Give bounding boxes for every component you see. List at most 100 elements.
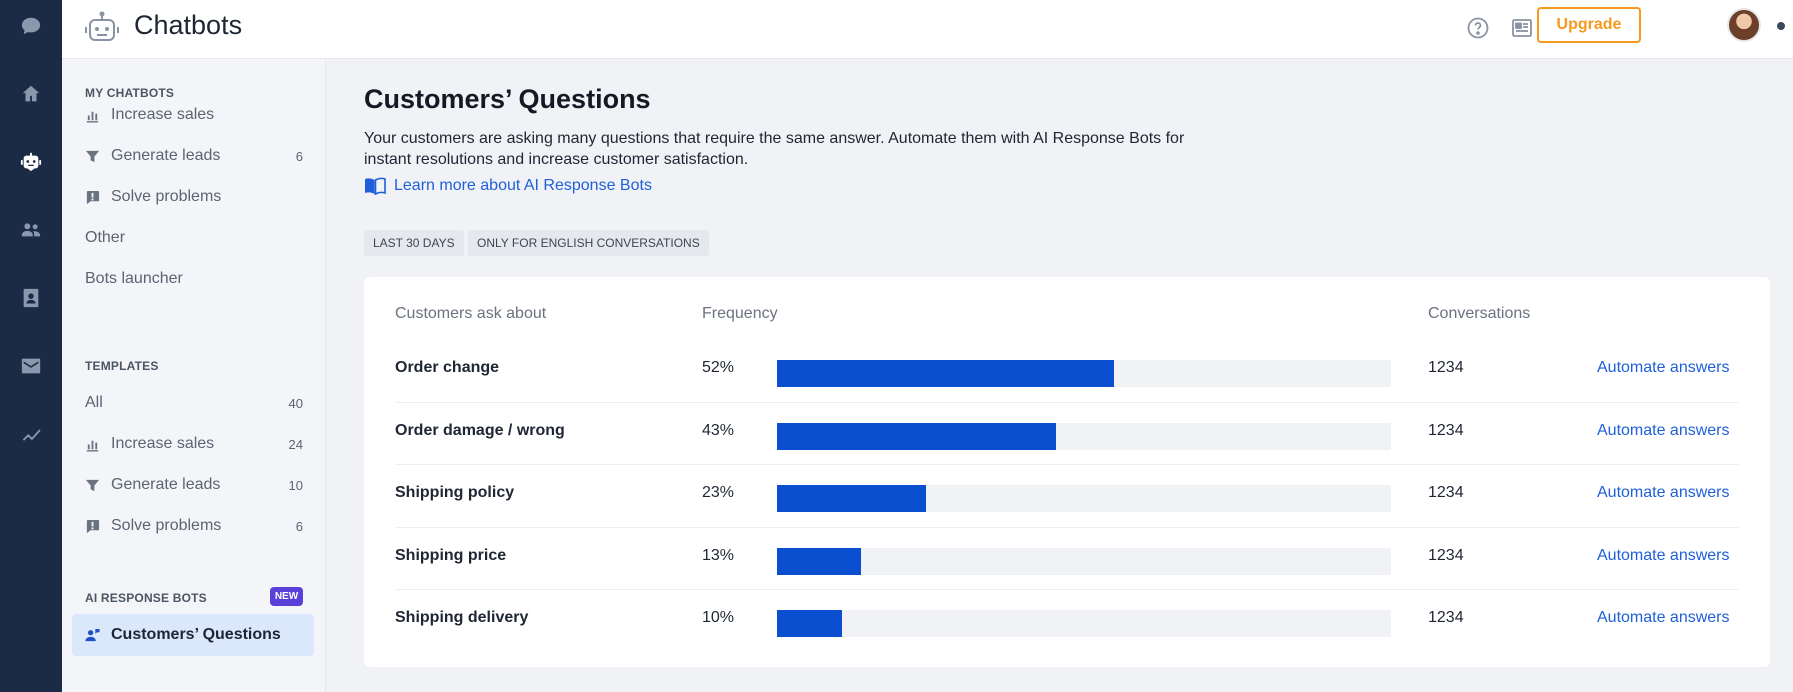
sidebar-item-increase-sales[interactable]: Increase sales: [85, 102, 303, 128]
book-icon: [364, 177, 394, 195]
section-title-templates: TEMPLATES: [85, 359, 159, 373]
sidebar-item-label: All: [85, 394, 103, 411]
top-bar: Chatbots Upgrade: [62, 0, 1793, 59]
sidebar-item-label: Increase sales: [111, 106, 215, 123]
template-item-all[interactable]: All 40: [85, 390, 303, 416]
sidebar-item-label: Solve problems: [111, 517, 222, 534]
avatar[interactable]: [1727, 8, 1761, 42]
table-row: Shipping price 13% 1234 Automate answers: [364, 526, 1770, 589]
chatbot-logo-icon: [84, 10, 120, 46]
sidebar-item-label: Bots launcher: [85, 270, 183, 287]
frequency-bar-track: [777, 360, 1391, 387]
frequency-percent: 43%: [702, 421, 735, 439]
people-icon[interactable]: [0, 210, 62, 250]
table-row: Shipping policy 23% 1234 Automate answers: [364, 464, 1770, 526]
section-title-my-chatbots: MY CHATBOTS: [85, 86, 175, 100]
automate-answers-link[interactable]: Automate answers: [1597, 484, 1730, 501]
icon-rail: [0, 0, 62, 692]
sidebar-item-label: Generate leads: [111, 476, 221, 493]
frequency-percent: 10%: [702, 609, 735, 626]
frequency-bar-fill: [777, 360, 1114, 387]
chat-icon[interactable]: [0, 6, 62, 46]
row-divider: [395, 401, 1739, 403]
page-title: Customers’ Questions: [364, 84, 651, 114]
table-row: Shipping delivery 10% 1234 Automate answers: [364, 589, 1770, 651]
frequency-bar-track: [777, 547, 1391, 575]
sidebar-item-count: 10: [288, 477, 303, 493]
sidebar-item-label: Generate leads: [111, 147, 221, 164]
conversation-count: 1234: [1428, 609, 1464, 626]
user-chat-icon: [85, 627, 101, 643]
column-header-conversations: Conversations: [1428, 305, 1531, 322]
app-title: Chatbots: [134, 10, 243, 40]
bot-icon[interactable]: [0, 142, 62, 182]
template-item-increase-sales[interactable]: Increase sales 24: [85, 431, 303, 457]
status-dot: [1777, 22, 1785, 30]
frequency-percent: 23%: [702, 484, 735, 501]
sales-icon: [85, 436, 101, 452]
help-icon[interactable]: [1466, 16, 1490, 40]
chatbots-sidebar: MY CHATBOTS Increase sales Generate lead…: [62, 59, 326, 692]
sales-icon: [85, 107, 101, 123]
frequency-bar-fill: [777, 485, 926, 512]
sidebar-item-solve-problems[interactable]: Solve problems: [85, 184, 303, 210]
sidebar-item-label: Solve problems: [111, 188, 222, 205]
question-topic: Shipping delivery: [395, 609, 529, 626]
frequency-bar-fill: [777, 610, 842, 637]
conversation-count: 1234: [1428, 546, 1464, 564]
funnel-icon: [85, 148, 101, 164]
filter-chip-period[interactable]: LAST 30 DAYS: [364, 230, 464, 256]
row-divider: [395, 526, 1739, 528]
alert-chat-icon: [85, 189, 101, 205]
frequency-bar-fill: [777, 547, 861, 575]
sidebar-item-label: Increase sales: [111, 435, 215, 452]
upgrade-button[interactable]: Upgrade: [1537, 7, 1641, 43]
column-header-topic: Customers ask about: [395, 305, 547, 322]
analytics-icon[interactable]: [0, 414, 62, 454]
contacts-icon[interactable]: [0, 278, 62, 318]
sidebar-item-label: Other: [85, 229, 126, 246]
sidebar-item-generate-leads[interactable]: Generate leads 6: [85, 143, 303, 169]
question-topic: Shipping policy: [395, 484, 515, 501]
funnel-icon: [85, 477, 101, 493]
frequency-percent: 52%: [702, 359, 735, 376]
page-description: Your customers are asking many questions…: [364, 130, 1185, 168]
sidebar-item-customers-questions[interactable]: Customers’ Questions: [72, 614, 314, 656]
mail-icon[interactable]: [0, 346, 62, 386]
row-divider: [395, 589, 1739, 590]
automate-answers-link[interactable]: Automate answers: [1597, 359, 1730, 376]
filter-chip-language[interactable]: ONLY FOR ENGLISH CONVERSATIONS: [468, 230, 709, 256]
sidebar-item-label: Customers’ Questions: [111, 626, 281, 643]
template-item-solve-problems[interactable]: Solve problems 6: [85, 513, 303, 539]
home-icon[interactable]: [0, 74, 62, 114]
conversation-count: 1234: [1428, 359, 1464, 376]
sidebar-item-bots-launcher[interactable]: Bots launcher: [85, 266, 303, 292]
sidebar-item-other[interactable]: Other: [85, 225, 303, 251]
news-icon[interactable]: [1510, 16, 1534, 40]
template-item-generate-leads[interactable]: Generate leads 10: [85, 472, 303, 498]
conversation-count: 1234: [1428, 484, 1464, 501]
section-title-ai-response-bots: AI RESPONSE BOTS: [85, 591, 207, 605]
automate-answers-link[interactable]: Automate answers: [1597, 421, 1730, 439]
conversation-count: 1234: [1428, 421, 1464, 439]
sidebar-item-count: 40: [288, 395, 303, 411]
frequency-bar-track: [777, 485, 1391, 512]
question-topic: Order change: [395, 359, 500, 376]
learn-more-link[interactable]: Learn more about AI Response Bots: [364, 177, 652, 195]
questions-table-card: Customers ask about Frequency Conversati…: [364, 277, 1770, 667]
table-row: Order damage / wrong 43% 1234 Automate answ…: [364, 401, 1770, 464]
frequency-percent: 13%: [702, 546, 735, 564]
automate-answers-link[interactable]: Automate answers: [1597, 609, 1730, 626]
frequency-bar-track: [777, 422, 1391, 450]
alert-chat-icon: [85, 518, 101, 534]
frequency-bar-fill: [777, 422, 1056, 450]
sidebar-item-count: 6: [295, 518, 303, 534]
sidebar-item-count: 6: [295, 148, 303, 164]
automate-answers-link[interactable]: Automate answers: [1597, 546, 1730, 564]
question-topic: Shipping price: [395, 546, 507, 564]
new-badge: NEW: [270, 587, 303, 606]
learn-more-label: Learn more about AI Response Bots: [394, 177, 652, 194]
frequency-bar-track: [777, 610, 1391, 637]
column-header-frequency: Frequency: [702, 305, 778, 322]
sidebar-item-count: 24: [288, 436, 303, 452]
